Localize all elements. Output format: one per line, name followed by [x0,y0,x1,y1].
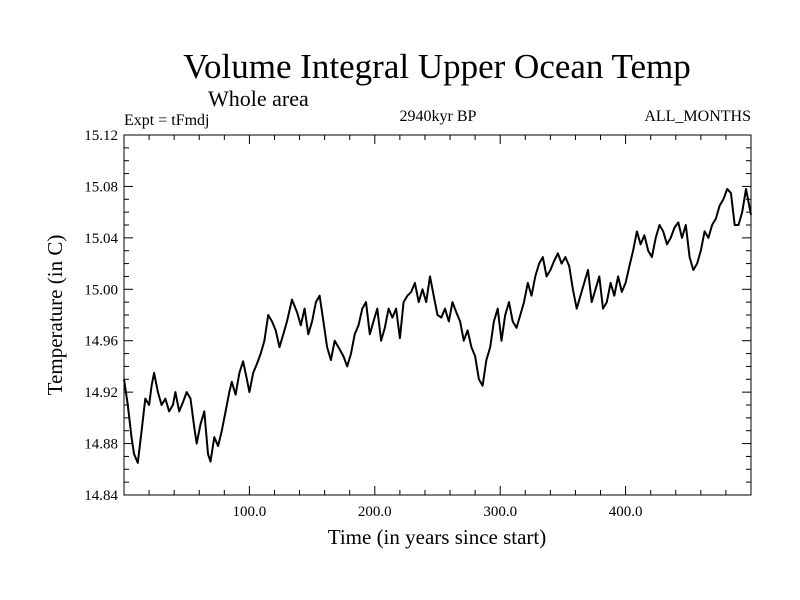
y-tick-label: 15.04 [84,231,118,247]
y-axis-label: Temperature (in C) [43,235,67,396]
y-tick-label: 15.12 [84,128,118,144]
x-tick-label: 300.0 [483,504,517,520]
annotation-months: ALL_MONTHS [644,108,751,125]
y-tick-label: 14.92 [84,385,118,401]
x-tick-label: 100.0 [233,504,267,520]
annotation-period: 2940kyr BP [400,108,477,125]
y-axis: 14.84 14.88 14.92 14.96 15.00 15.04 15.08 15.12 [84,128,751,504]
x-axis: 100.0 200.0 300.0 400.0 [148,135,727,520]
chart-title: Volume Integral Upper Ocean Temp [183,47,690,86]
annotation-expt: Expt = tFmdj [124,112,209,129]
y-tick-label: 14.84 [84,488,118,504]
x-axis-label: Time (in years since start) [328,525,547,549]
y-tick-label: 14.96 [84,334,118,350]
y-tick-label: 14.88 [84,437,118,453]
x-tick-label: 400.0 [609,504,643,520]
y-tick-label: 15.08 [84,179,118,195]
series-line-temperature [123,188,752,464]
chart-subtitle: Whole area [208,86,309,111]
y-tick-label: 15.00 [84,282,118,298]
x-tick-label: 200.0 [358,504,392,520]
